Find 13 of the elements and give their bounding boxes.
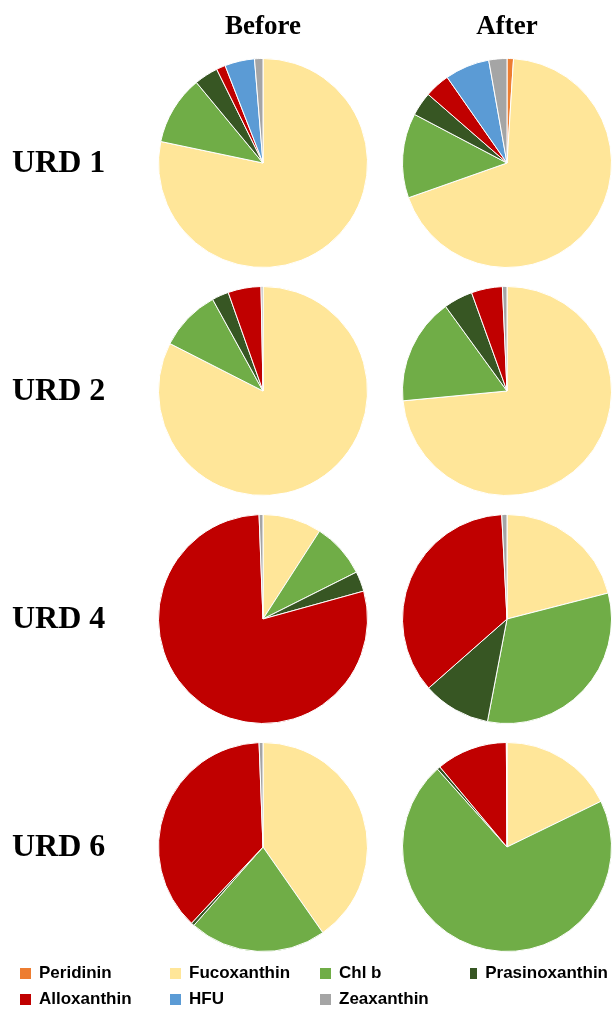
text: URD 4 — [12, 599, 107, 636]
chart-title: Before — [224, 10, 302, 41]
chart-title: After — [475, 10, 539, 41]
legend-label: Alloxanthin — [39, 989, 132, 1009]
legend-label: Peridinin — [39, 963, 112, 983]
text: URD 1 — [12, 143, 107, 180]
legend-label: HFU — [189, 989, 224, 1009]
text: URD 6 — [12, 827, 107, 864]
legend-label: Fucoxanthin — [189, 963, 291, 983]
legend-label: Chl b — [339, 963, 382, 983]
text: URD 2 — [12, 371, 107, 408]
legend-label: Zeaxanthin — [339, 989, 429, 1009]
legend-label: Prasinoxanthin — [485, 963, 608, 983]
